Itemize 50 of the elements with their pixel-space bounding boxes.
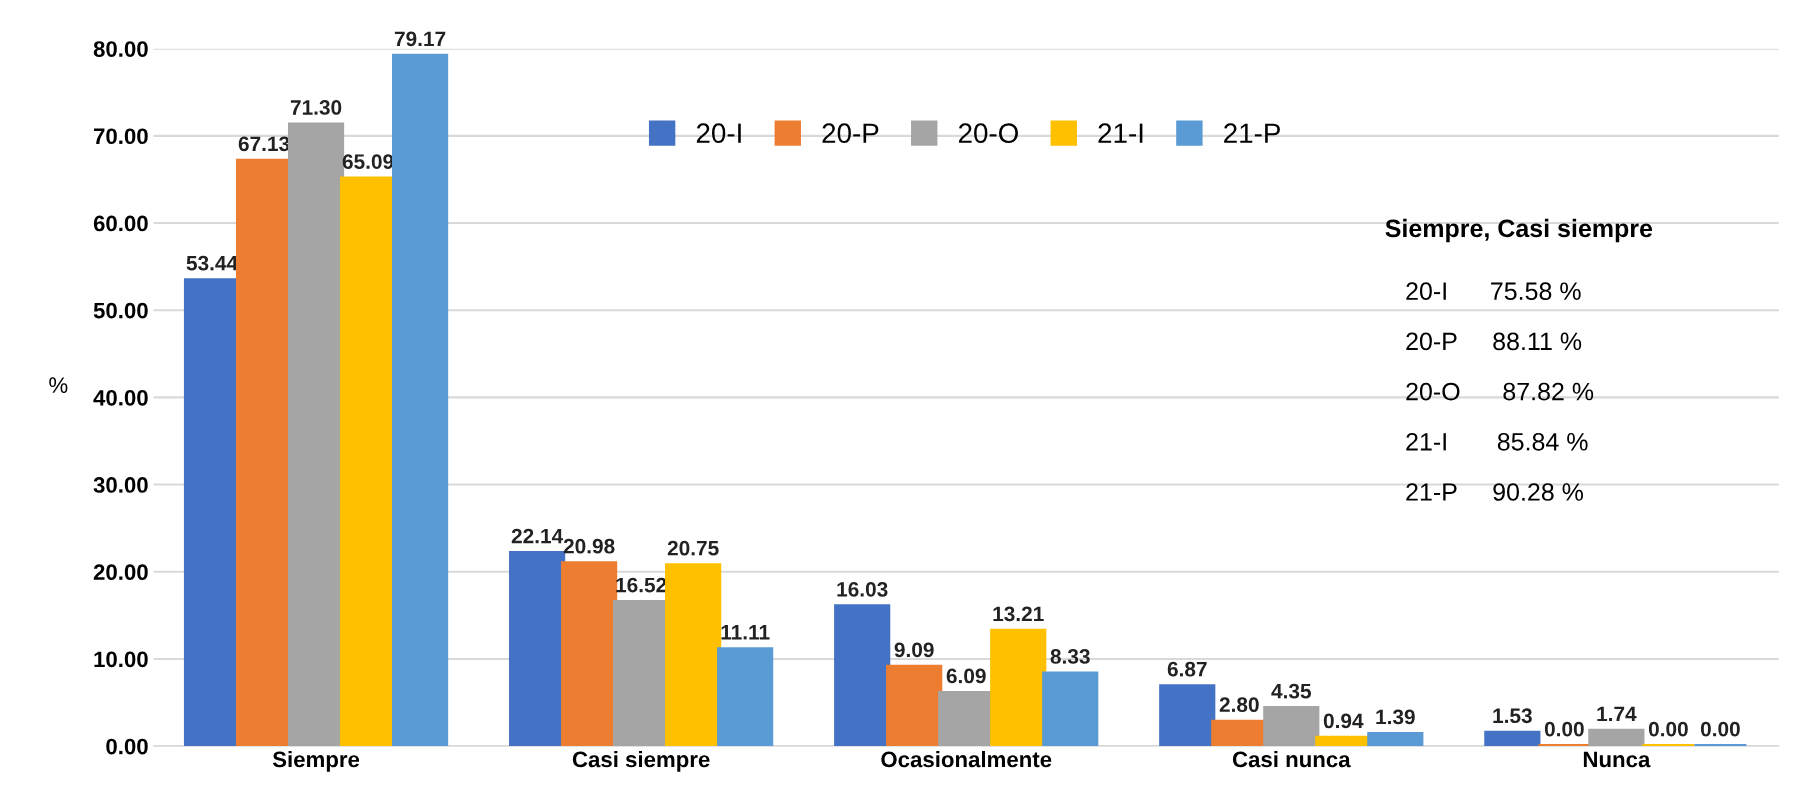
y-tick-label: 80.00 [93, 41, 148, 57]
data-label: 0.94 [1323, 713, 1364, 729]
annotation: 21-I 85.84 % [1406, 432, 1588, 451]
y-tick-label: 10.00 [94, 651, 148, 668]
data-label: 4.35 [1271, 683, 1311, 699]
legend-label: 21-P [1224, 123, 1280, 143]
y-tick-label: 30.00 [93, 477, 148, 493]
data-label: 65.09 [342, 154, 394, 169]
x-tick-label: Siempre [272, 750, 360, 772]
data-label: 6.87 [1167, 661, 1207, 677]
data-label: 11.11 [721, 625, 770, 640]
annotation: 20-P 88.11 % [1406, 332, 1582, 351]
data-label: 0.00 [1544, 721, 1584, 737]
y-axis-title: % [49, 377, 68, 393]
x-tick-label: Nunca [1583, 751, 1651, 768]
data-label: 1.39 [1376, 709, 1415, 725]
data-label: 2.80 [1219, 697, 1259, 713]
data-label: 16.03 [837, 581, 888, 597]
annotation: 20-I 75.58 % [1406, 282, 1581, 300]
y-tick-label: 40.00 [93, 389, 148, 406]
legend-label: 20-P [822, 123, 879, 144]
annotation: 21-P 90.28 % [1406, 483, 1584, 501]
y-tick-label: 60.00 [93, 215, 148, 232]
data-label: 20.98 [563, 538, 615, 554]
data-label: 0.00 [1700, 721, 1740, 737]
annotation: 20-O 87.82 % [1406, 382, 1594, 401]
data-label: 9.09 [894, 642, 934, 658]
data-label: 71.30 [290, 100, 342, 115]
data-label: 1.53 [1493, 708, 1532, 724]
data-label: 8.33 [1050, 649, 1090, 664]
annotation: Siempre, Casi siempre [1385, 218, 1653, 243]
data-label: 20.75 [667, 540, 719, 556]
x-tick-label: Ocasionalmente [881, 750, 1052, 768]
x-tick-label: Casi siempre [572, 750, 710, 772]
y-tick-label: 70.00 [94, 128, 148, 145]
data-label: 22.14 [511, 528, 564, 544]
legend-label: 21-I [1098, 123, 1143, 143]
x-tick-label: Casi nunca [1232, 750, 1351, 768]
data-label: 1.74 [1597, 706, 1637, 722]
data-label: 6.09 [946, 668, 986, 684]
y-tick-label: 20.00 [93, 564, 148, 581]
data-label: 67.13 [238, 136, 290, 152]
data-label: 53.44 [186, 255, 238, 271]
data-label: 13.21 [993, 606, 1044, 622]
legend-label: 20-I [696, 123, 741, 144]
data-label: 0.00 [1648, 721, 1688, 737]
data-label: 79.17 [394, 31, 446, 47]
y-tick-label: 50.00 [93, 302, 148, 319]
y-tick-label: 0.00 [106, 738, 148, 755]
legend-label: 20-O [958, 123, 1018, 144]
